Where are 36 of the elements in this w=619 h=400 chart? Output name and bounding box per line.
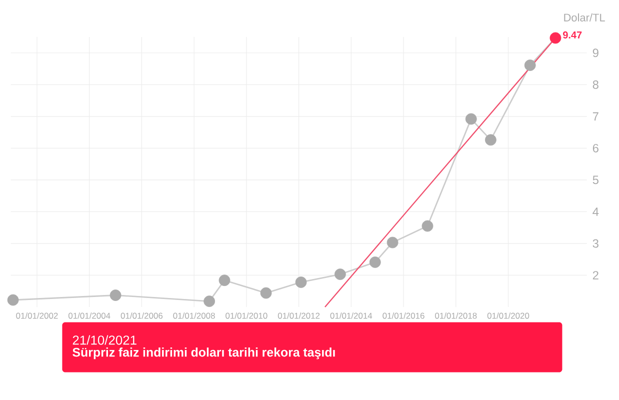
point — [465, 113, 477, 125]
point — [218, 274, 230, 286]
x-tick-label: 01/01/2008 — [173, 312, 215, 319]
point — [110, 290, 122, 301]
data-label: 9.47 — [563, 31, 582, 38]
y-tick-label: 3 — [592, 239, 598, 248]
point — [295, 276, 307, 288]
x-tick-label: 01/01/2002 — [16, 312, 58, 319]
point — [386, 236, 398, 248]
x-tick-label: 01/01/2020 — [487, 312, 530, 319]
text: 21/10/2021 — [72, 335, 136, 345]
text: Sürpriz faiz indirimi doları tarihi rekora taşıdı — [72, 348, 335, 360]
point — [524, 60, 536, 71]
point — [334, 268, 346, 280]
point — [550, 32, 562, 44]
point — [422, 220, 434, 232]
point — [369, 256, 381, 268]
y-tick-label: 5 — [592, 176, 598, 184]
point — [484, 134, 496, 146]
point — [260, 287, 272, 299]
point — [7, 294, 19, 306]
y-tick-label: 2 — [592, 271, 598, 280]
x-tick-label: 01/01/2012 — [278, 312, 320, 319]
x-tick-label: 01/01/2006 — [120, 312, 163, 319]
y-tick-label: 6 — [592, 144, 598, 152]
y-tick-label: 7 — [592, 112, 598, 121]
y-tick-label: 4 — [592, 208, 599, 216]
y-tick-label: 9 — [592, 48, 598, 58]
y-axis-title: Dolar/TL — [564, 13, 605, 22]
x-tick-label: 01/01/2018 — [435, 312, 477, 319]
x-tick-label: 01/01/2010 — [226, 312, 268, 319]
x-tick-label: 01/01/2014 — [330, 312, 372, 319]
x-tick-label: 01/01/2016 — [382, 312, 424, 319]
x-tick-label: 01/01/2004 — [68, 312, 110, 319]
y-tick-label: 8 — [592, 80, 598, 89]
point — [204, 296, 216, 307]
